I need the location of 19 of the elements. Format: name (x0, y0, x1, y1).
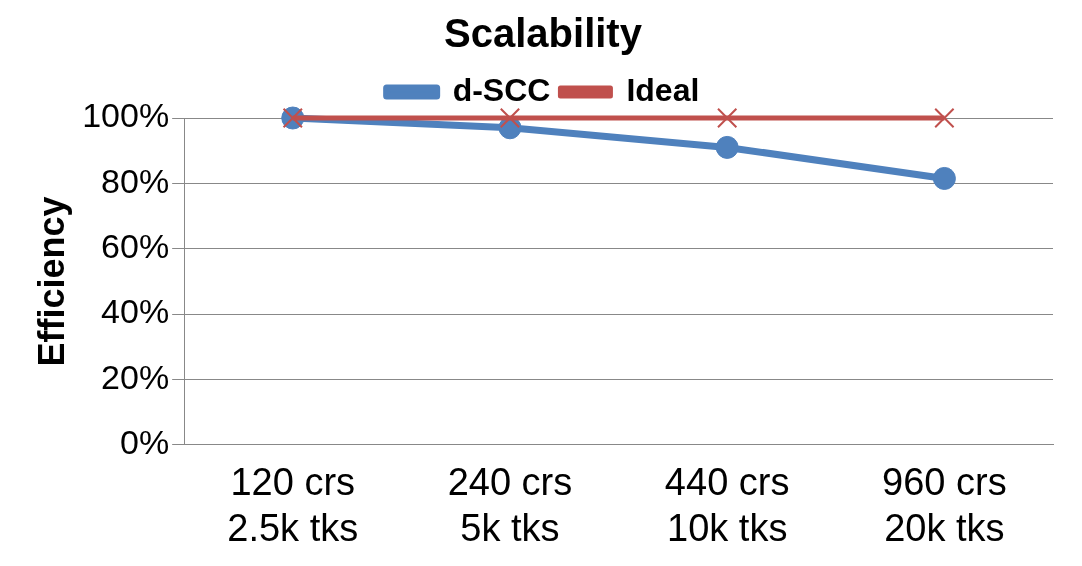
legend-label: d-SCC (452, 71, 551, 108)
x-tick-label: 240 crs 5k tks (447, 461, 573, 549)
point (934, 107, 955, 129)
point (715, 135, 739, 159)
y-tick-label: 60% (101, 227, 170, 266)
y-tick-label: 20% (101, 357, 170, 396)
y-tick-label: 40% (101, 292, 170, 331)
point (716, 107, 738, 129)
legend-label: Ideal (626, 71, 700, 108)
x-tick-label: 440 crs 10k tks (664, 461, 790, 549)
y-tick-label: 100% (82, 96, 170, 135)
chart-title: Scalability (444, 11, 643, 56)
x-tick-label: 120 crs 2.5k tks (227, 461, 359, 549)
x-tick-label: 960 crs 20k tks (882, 461, 1007, 549)
point (499, 107, 521, 129)
point (932, 166, 956, 190)
y-tick-label: 80% (101, 161, 170, 200)
y-tick-label: 0% (120, 423, 170, 462)
y-axis-title: Efficiency (30, 196, 72, 367)
